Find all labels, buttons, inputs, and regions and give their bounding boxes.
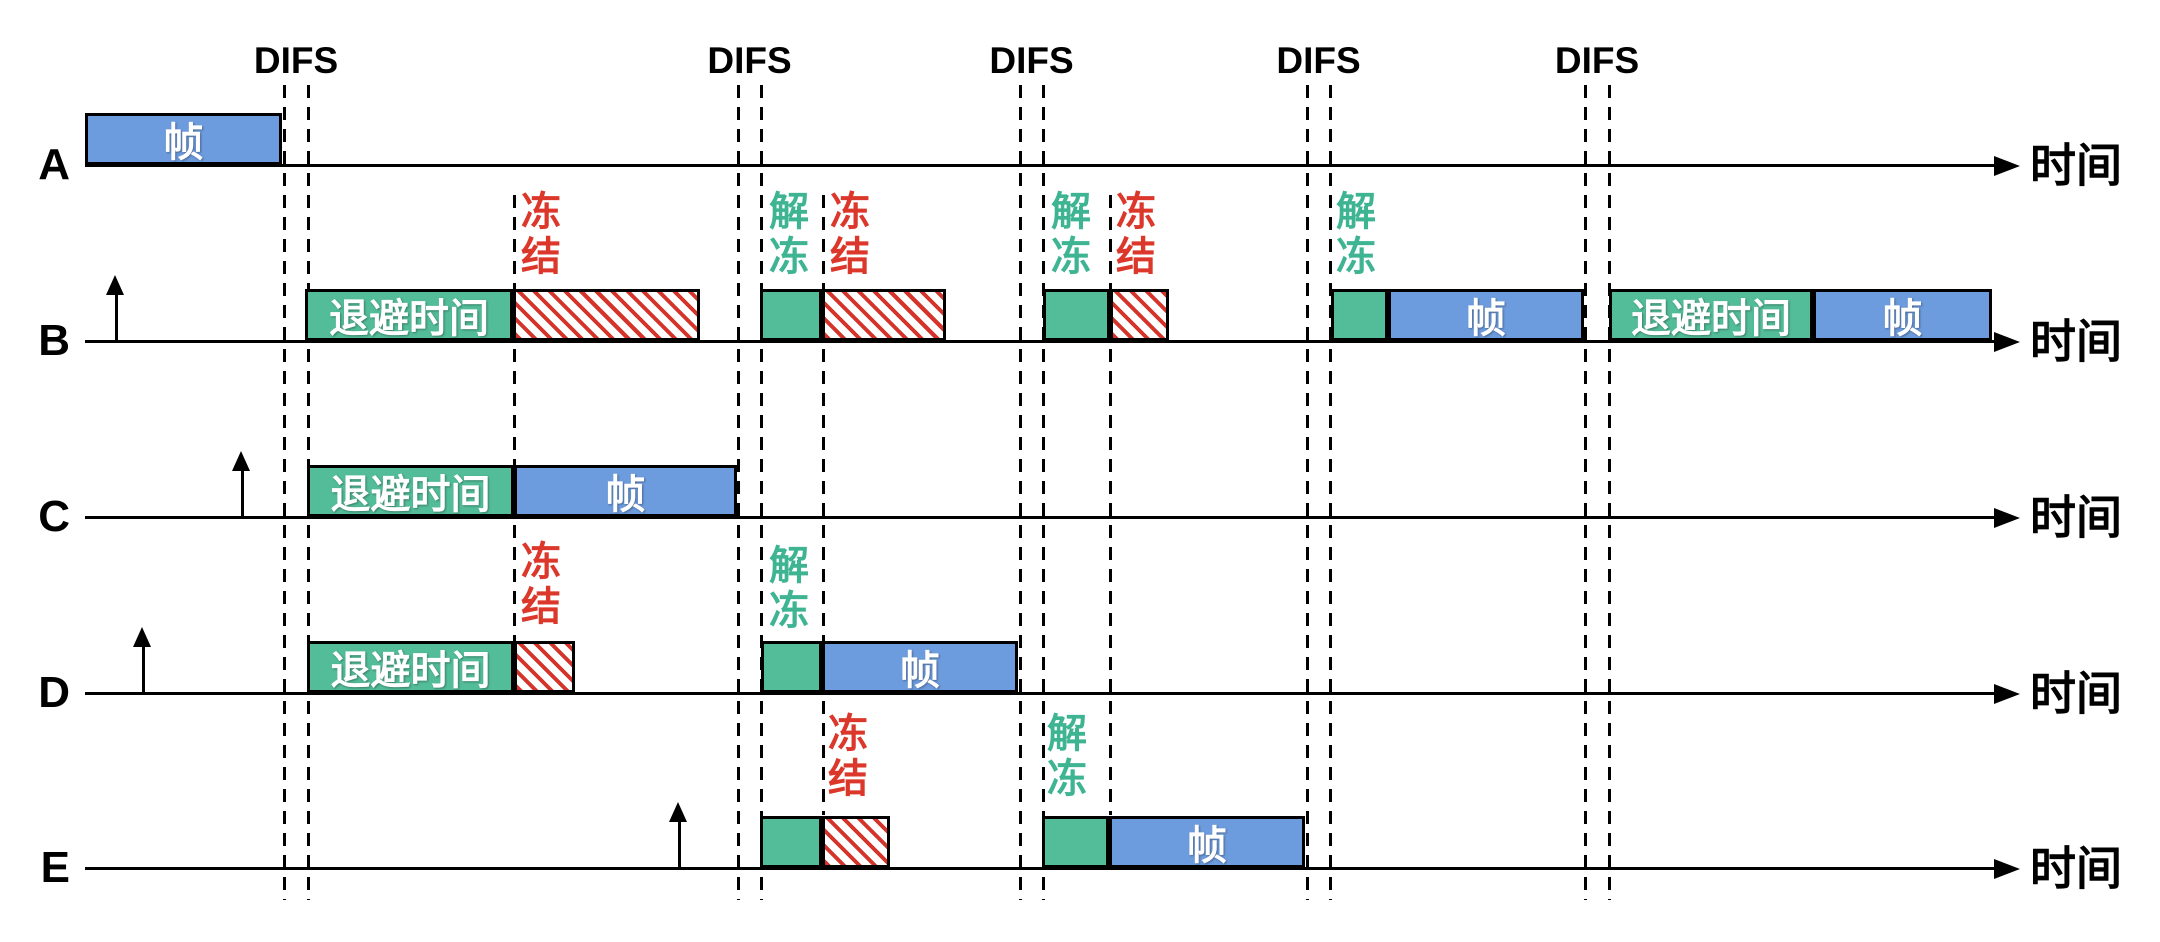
frozen-box-B	[513, 289, 700, 341]
freeze-annotation: 冻结	[828, 712, 868, 802]
difs-dashed-line	[1584, 85, 1587, 900]
difs-dashed-line	[737, 85, 740, 900]
freeze-annotation: 冻结	[521, 540, 561, 630]
timeline-D	[85, 692, 1996, 695]
freeze-annotation: 冻结	[830, 190, 870, 280]
timeline-arrowhead-D	[1994, 684, 2020, 704]
unfreeze-annotation: 解冻	[769, 190, 809, 280]
difs-label: DIFS	[989, 40, 1074, 81]
backoff-box-B: 退避时间	[305, 289, 513, 341]
frozen-box-B	[1110, 289, 1169, 341]
arrival-arrowhead-C	[232, 451, 250, 471]
difs-label: DIFS	[253, 40, 339, 81]
backoff-box-E	[1042, 816, 1109, 868]
backoff-box-B	[1331, 289, 1388, 341]
timeline-A	[85, 164, 1996, 167]
freeze-boundary-line	[1109, 195, 1112, 815]
difs-label: DIFS	[1276, 40, 1361, 81]
frame-box-B: 帧	[1813, 289, 1992, 341]
unfreeze-annotation: 解冻	[1047, 712, 1087, 802]
timeline-arrowhead-B	[1994, 332, 2020, 352]
difs-dashed-line	[1019, 85, 1022, 900]
time-axis-label-C: 时间	[2030, 491, 2122, 544]
frame-box-E: 帧	[1109, 816, 1305, 868]
difs-label: DIFS	[707, 40, 792, 81]
unfreeze-annotation: 解冻	[1051, 190, 1091, 280]
frame-box-A: 帧	[85, 113, 282, 165]
timeline-arrowhead-C	[1994, 508, 2020, 528]
station-label-B: B	[38, 316, 70, 365]
backoff-box-C: 退避时间	[307, 465, 514, 517]
backoff-box-D: 退避时间	[307, 641, 514, 693]
station-label-A: A	[38, 140, 70, 189]
difs-dashed-line	[1306, 85, 1309, 900]
station-label-E: E	[40, 843, 70, 892]
arrival-arrowhead-B	[106, 275, 124, 295]
difs-label: DIFS	[1554, 40, 1640, 81]
station-label-D: D	[38, 668, 70, 717]
difs-dashed-line	[1608, 85, 1611, 900]
frame-box-B: 帧	[1388, 289, 1584, 341]
backoff-box-B: 退避时间	[1609, 289, 1813, 341]
timeline-B	[85, 340, 1996, 343]
freeze-annotation: 冻结	[1116, 190, 1156, 280]
backoff-box-E	[760, 816, 822, 868]
timeline-E	[85, 867, 1996, 870]
difs-dashed-line	[1329, 85, 1332, 900]
time-axis-label-B: 时间	[2030, 315, 2122, 368]
unfreeze-annotation: 解冻	[1336, 190, 1376, 280]
backoff-box-B	[1043, 289, 1110, 341]
timeline-arrowhead-E	[1994, 859, 2020, 879]
unfreeze-annotation: 解冻	[769, 544, 809, 634]
arrival-arrow-C	[241, 467, 244, 517]
arrival-arrowhead-E	[669, 802, 687, 822]
freeze-boundary-line	[822, 195, 825, 815]
difs-dashed-line	[760, 85, 763, 900]
frozen-box-B	[822, 289, 946, 341]
backoff-box-B	[760, 289, 822, 341]
freeze-annotation: 冻结	[521, 190, 561, 280]
timeline-C	[85, 516, 1996, 519]
frozen-box-D	[514, 641, 575, 693]
freeze-boundary-line	[513, 195, 516, 641]
difs-dashed-line	[283, 85, 286, 900]
frame-box-D: 帧	[822, 641, 1018, 693]
time-axis-label-E: 时间	[2030, 842, 2122, 895]
difs-dashed-line	[1042, 85, 1045, 900]
backoff-box-D	[761, 641, 822, 693]
arrival-arrow-B	[115, 291, 118, 341]
frozen-box-E	[822, 816, 890, 868]
frame-box-C: 帧	[514, 465, 737, 517]
station-label-C: C	[38, 492, 70, 541]
time-axis-label-A: 时间	[2030, 139, 2122, 192]
arrival-arrowhead-D	[133, 627, 151, 647]
timeline-arrowhead-A	[1994, 156, 2020, 176]
arrival-arrow-D	[142, 643, 145, 693]
time-axis-label-D: 时间	[2030, 667, 2122, 720]
arrival-arrow-E	[678, 818, 681, 868]
